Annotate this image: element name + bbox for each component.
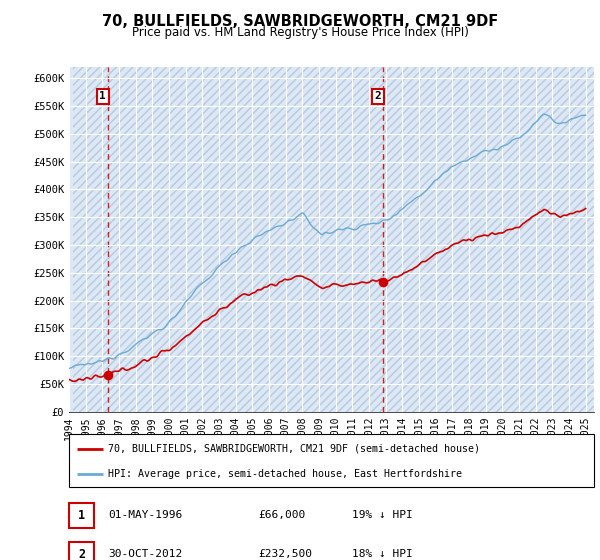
Text: 01-MAY-1996: 01-MAY-1996 (109, 510, 182, 520)
Text: 1: 1 (78, 508, 85, 522)
Text: £232,500: £232,500 (258, 549, 312, 559)
Text: HPI: Average price, semi-detached house, East Hertfordshire: HPI: Average price, semi-detached house,… (109, 469, 463, 479)
Text: Price paid vs. HM Land Registry's House Price Index (HPI): Price paid vs. HM Land Registry's House … (131, 26, 469, 39)
Text: 70, BULLFIELDS, SAWBRIDGEWORTH, CM21 9DF (semi-detached house): 70, BULLFIELDS, SAWBRIDGEWORTH, CM21 9DF… (109, 444, 481, 454)
Text: 2: 2 (78, 548, 85, 560)
Text: 70, BULLFIELDS, SAWBRIDGEWORTH, CM21 9DF: 70, BULLFIELDS, SAWBRIDGEWORTH, CM21 9DF (102, 14, 498, 29)
Text: 30-OCT-2012: 30-OCT-2012 (109, 549, 182, 559)
Bar (69, 503, 94, 528)
Text: £66,000: £66,000 (258, 510, 305, 520)
Bar (69, 542, 94, 560)
Text: 18% ↓ HPI: 18% ↓ HPI (353, 549, 413, 559)
Text: 1: 1 (100, 91, 106, 101)
Text: 19% ↓ HPI: 19% ↓ HPI (353, 510, 413, 520)
Text: 2: 2 (374, 91, 381, 101)
